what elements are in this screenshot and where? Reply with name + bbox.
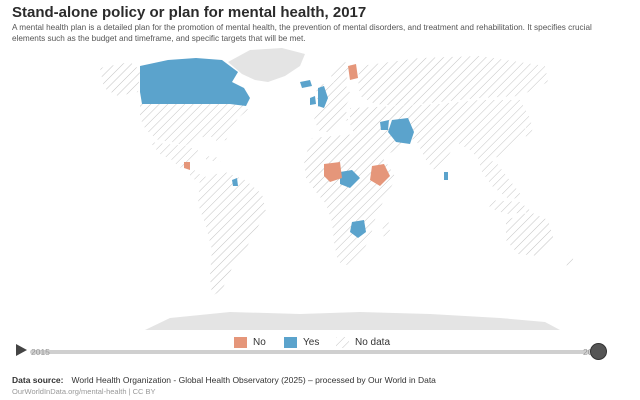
timeline-track[interactable] xyxy=(30,350,598,354)
antarctica[interactable] xyxy=(145,312,560,330)
legend-item-yes[interactable]: Yes xyxy=(284,335,319,349)
cuba-yes[interactable] xyxy=(232,178,238,186)
legend-item-no-data[interactable]: No data xyxy=(336,335,390,349)
new-zealand[interactable] xyxy=(566,252,574,270)
legend-label-no-data: No data xyxy=(355,336,391,348)
source-text: World Health Organization - Global Healt… xyxy=(71,375,436,385)
alaska[interactable] xyxy=(100,62,140,96)
legend-swatch-yes xyxy=(284,336,297,348)
cuba[interactable] xyxy=(206,156,222,162)
legend-item-no[interactable]: No xyxy=(234,335,266,349)
finland[interactable] xyxy=(348,64,358,80)
greenland[interactable] xyxy=(228,48,305,82)
caucasus[interactable] xyxy=(380,120,389,130)
zambia[interactable] xyxy=(350,220,366,238)
timeline: 2015 2017 xyxy=(0,341,640,363)
indonesia[interactable] xyxy=(488,200,532,214)
iran[interactable] xyxy=(388,118,414,144)
legend: No Yes No data xyxy=(0,335,640,349)
ethiopia[interactable] xyxy=(370,164,390,186)
russia[interactable] xyxy=(358,56,548,106)
south-america[interactable] xyxy=(198,172,266,296)
guatemala[interactable] xyxy=(184,162,190,170)
play-icon[interactable] xyxy=(16,344,27,356)
madagascar[interactable] xyxy=(382,218,390,240)
chart-title: Stand-alone policy or plan for mental he… xyxy=(12,4,367,21)
legend-swatch-no-data xyxy=(336,336,349,348)
canada[interactable] xyxy=(140,58,250,106)
cameroon[interactable] xyxy=(340,170,360,188)
legend-swatch-no xyxy=(234,336,247,348)
ireland[interactable] xyxy=(310,96,316,105)
united-kingdom[interactable] xyxy=(318,86,328,108)
chart-subtitle: A mental health plan is a detailed plan … xyxy=(12,23,592,43)
data-source: Data source: World Health Organization - … xyxy=(12,375,436,385)
scandinavia[interactable] xyxy=(330,62,352,86)
nigeria[interactable] xyxy=(324,162,342,182)
footer-link[interactable]: OurWorldInData.org/mental-health | CC BY xyxy=(12,387,156,396)
iceland[interactable] xyxy=(300,80,312,88)
southeast-asia[interactable] xyxy=(478,158,522,200)
timeline-handle[interactable] xyxy=(590,343,607,360)
legend-label-no: No xyxy=(253,336,266,348)
australia[interactable] xyxy=(506,212,554,256)
sri-lanka[interactable] xyxy=(444,172,448,180)
legend-label-yes: Yes xyxy=(303,336,320,348)
timeline-start-year: 2015 xyxy=(31,347,50,357)
asia-middle-east[interactable] xyxy=(350,100,530,172)
source-label: Data source: xyxy=(12,375,64,385)
world-map xyxy=(100,48,574,330)
japan[interactable] xyxy=(525,120,533,138)
mexico[interactable] xyxy=(150,142,198,168)
united-states[interactable] xyxy=(140,104,248,146)
